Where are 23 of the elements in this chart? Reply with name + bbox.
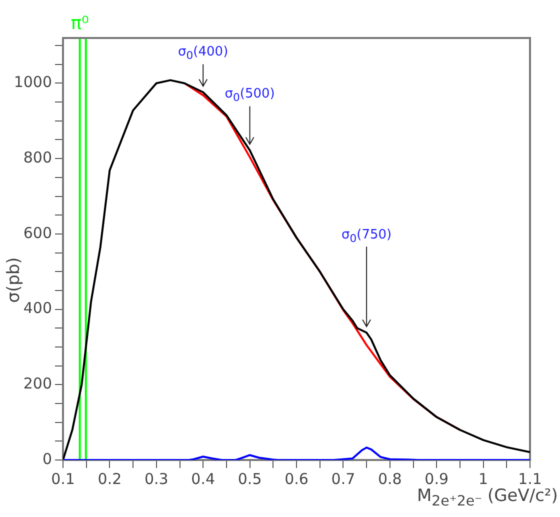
x-tick-label: 1 [478,470,488,488]
x-tick-label: 0.7 [331,470,356,488]
y-axis-title: σ(pb) [4,257,24,303]
x-tick-label: 1.1 [518,470,542,488]
y-tick-label: 800 [23,148,52,166]
x-axis-title: M$_{2e⁺2e⁻}$ (GeV/c²) [417,486,558,510]
y-tick-label: 1000 [14,73,52,92]
x-tick-label: 0.9 [424,470,449,488]
x-tick-label: 0.3 [144,470,168,488]
annotation: σ$_{0}$(400) [178,44,228,62]
y-tick-label: 400 [23,299,52,318]
x-tick-label: 0.8 [378,470,402,488]
x-tick-label: 0.2 [98,470,122,488]
y-tick-label: 600 [23,224,52,242]
x-tick-label: 0.5 [238,470,262,488]
annotation: σ$_{0}$(750) [341,227,392,245]
ref-line-label: π⁰ [70,13,89,34]
x-tick-label: 0.6 [284,470,308,488]
x-tick-label: 0.1 [51,470,75,488]
annotation: σ$_{0}$(500) [224,86,275,104]
x-tick-label: 0.4 [191,470,216,488]
y-tick-label: 0 [42,450,52,468]
y-tick-label: 200 [23,374,52,393]
